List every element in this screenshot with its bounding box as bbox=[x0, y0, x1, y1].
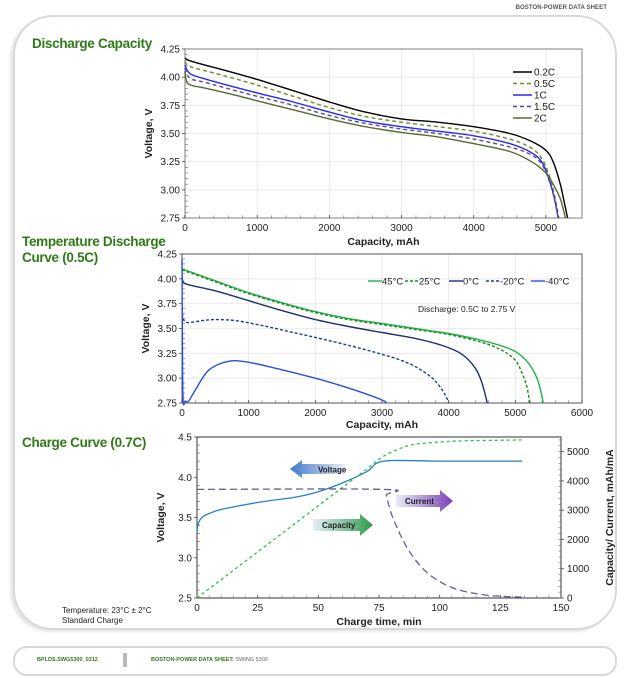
discharge-annotation: Discharge: 0.5C to 2.75 V bbox=[418, 304, 516, 314]
series-line-0_5C bbox=[184, 60, 560, 219]
charge-note-standard: Standard Charge bbox=[62, 616, 123, 625]
x-tick-label: 0 bbox=[179, 408, 185, 419]
capacity-callout-label: Capacity bbox=[322, 521, 356, 530]
y-tick-label: 3.25 bbox=[161, 157, 181, 168]
footer-separator bbox=[123, 653, 127, 667]
header-brand: BOSTON-POWER DATA SHEET bbox=[515, 5, 607, 11]
capacity-arrow-icon bbox=[313, 514, 373, 536]
x-tick-label: 5000 bbox=[504, 408, 527, 419]
y-tick-label: 3.75 bbox=[158, 299, 178, 310]
y-tick-label: 3.75 bbox=[161, 101, 181, 112]
series-line-Capacity bbox=[196, 439, 523, 599]
current-callout-label: Current bbox=[405, 497, 434, 506]
legend-label: 25°C bbox=[419, 277, 440, 288]
discharge-capacity-title: Discharge Capacity bbox=[32, 36, 152, 51]
legend-label: -20°C bbox=[500, 277, 525, 288]
x-tick-label: 4000 bbox=[463, 223, 486, 234]
voltage-arrow-icon bbox=[290, 460, 345, 478]
chart-3 bbox=[194, 436, 564, 599]
y-tick-label: 4.0 bbox=[178, 473, 192, 484]
x-tick-label: 2000 bbox=[304, 408, 327, 419]
legend-label: 1C bbox=[534, 91, 547, 102]
y-tick-label: 3.5 bbox=[178, 513, 192, 524]
y-tick-label: 3.50 bbox=[161, 129, 181, 140]
series-line-45C bbox=[181, 268, 544, 404]
y-tick-label: 4.00 bbox=[161, 73, 181, 84]
legend-label: -40°C bbox=[545, 277, 570, 288]
x-tick-label: 50 bbox=[313, 603, 325, 614]
y2-axis-label: Capacity/ Current, mAh/mA bbox=[604, 449, 616, 586]
x-tick-label: 75 bbox=[373, 603, 385, 614]
series-line-40C bbox=[181, 258, 387, 406]
x-axis-label: Capacity, mAh bbox=[347, 236, 419, 248]
y-tick-label: 4.5 bbox=[178, 433, 192, 444]
y-axis-label: Voltage, V bbox=[155, 493, 167, 543]
series-line-20C bbox=[181, 308, 450, 404]
y2-tick-label: 1000 bbox=[567, 564, 590, 575]
footer-product: SWING 5300 bbox=[233, 657, 268, 663]
x-axis-label: Capacity, mAh bbox=[346, 419, 418, 431]
x-tick-label: 100 bbox=[431, 603, 448, 614]
x-tick-label: 125 bbox=[492, 603, 509, 614]
legend-label: 0.5C bbox=[534, 79, 555, 90]
y-tick-label: 3.00 bbox=[158, 374, 178, 385]
x-tick-label: 3000 bbox=[390, 223, 413, 234]
x-tick-label: 5000 bbox=[535, 223, 558, 234]
chart-1 bbox=[182, 48, 583, 219]
legend-label: 0°C bbox=[463, 277, 479, 288]
y-tick-label: 3.25 bbox=[158, 349, 178, 360]
chart-2 bbox=[179, 253, 583, 406]
charge-curve-title: Charge Curve (0.7C) bbox=[22, 435, 147, 450]
legend-label: 45°C bbox=[382, 277, 403, 288]
footer-title-text: BOSTON-POWER DATA SHEET: bbox=[151, 657, 234, 663]
y-tick-label: 2.5 bbox=[178, 594, 192, 605]
footer-title: BOSTON-POWER DATA SHEET: SWING 5300 bbox=[151, 657, 268, 663]
x-tick-label: 6000 bbox=[571, 408, 594, 419]
y-tick-label: 2.75 bbox=[158, 399, 178, 410]
series-line-1C bbox=[184, 64, 559, 219]
y-tick-label: 3.00 bbox=[161, 185, 181, 196]
y-axis-label: Voltage, V bbox=[143, 109, 155, 159]
y-tick-label: 4.25 bbox=[158, 250, 178, 261]
x-tick-label: 4000 bbox=[438, 408, 461, 419]
series-line-1_5C bbox=[184, 67, 559, 219]
x-axis-label: Charge time, min bbox=[336, 616, 421, 628]
x-tick-label: 150 bbox=[553, 603, 570, 614]
voltage-callout-label: Voltage bbox=[318, 466, 347, 475]
x-tick-label: 0 bbox=[182, 223, 188, 234]
legend-label: 1.5C bbox=[534, 102, 555, 113]
y2-tick-label: 5000 bbox=[567, 447, 590, 458]
y-tick-label: 3.0 bbox=[178, 553, 192, 564]
legend-label: 0.2C bbox=[534, 68, 555, 79]
series-line-Current bbox=[196, 488, 523, 598]
series-line-0_2C bbox=[184, 57, 569, 219]
x-tick-label: 2000 bbox=[318, 223, 341, 234]
x-tick-label: 1000 bbox=[238, 408, 261, 419]
temp-discharge-title-line2: Curve (0.5C) bbox=[22, 250, 98, 265]
y2-tick-label: 2000 bbox=[567, 535, 590, 546]
y-tick-label: 4.00 bbox=[158, 274, 178, 285]
current-arrow-icon bbox=[396, 490, 453, 512]
x-tick-label: 3000 bbox=[371, 408, 394, 419]
temp-discharge-title-line1: Temperature Discharge bbox=[22, 234, 166, 249]
x-tick-label: 25 bbox=[252, 603, 264, 614]
series-line-Voltage bbox=[196, 459, 523, 533]
y-axis-label: Voltage, V bbox=[140, 304, 152, 354]
legend-label: 2C bbox=[534, 114, 547, 125]
y-tick-label: 2.75 bbox=[161, 214, 181, 225]
y-tick-label: 4.25 bbox=[161, 45, 181, 56]
y2-tick-label: 4000 bbox=[567, 476, 590, 487]
charge-note-temperature: Temperature: 23°C ± 2°C bbox=[62, 606, 152, 615]
footer-bar: BPLDS.SWG5300_0312 BOSTON-POWER DATA SHE… bbox=[13, 646, 617, 676]
series-line-0C bbox=[181, 276, 488, 404]
y2-tick-label: 0 bbox=[567, 594, 573, 605]
series-line-2C bbox=[184, 71, 567, 219]
footer-doc-id: BPLDS.SWG5300_0312 bbox=[37, 657, 98, 663]
series-line-25C bbox=[181, 269, 531, 404]
x-tick-label: 1000 bbox=[246, 223, 269, 234]
x-tick-label: 0 bbox=[194, 603, 200, 614]
y2-tick-label: 3000 bbox=[567, 506, 590, 517]
y-tick-label: 3.50 bbox=[158, 324, 178, 335]
